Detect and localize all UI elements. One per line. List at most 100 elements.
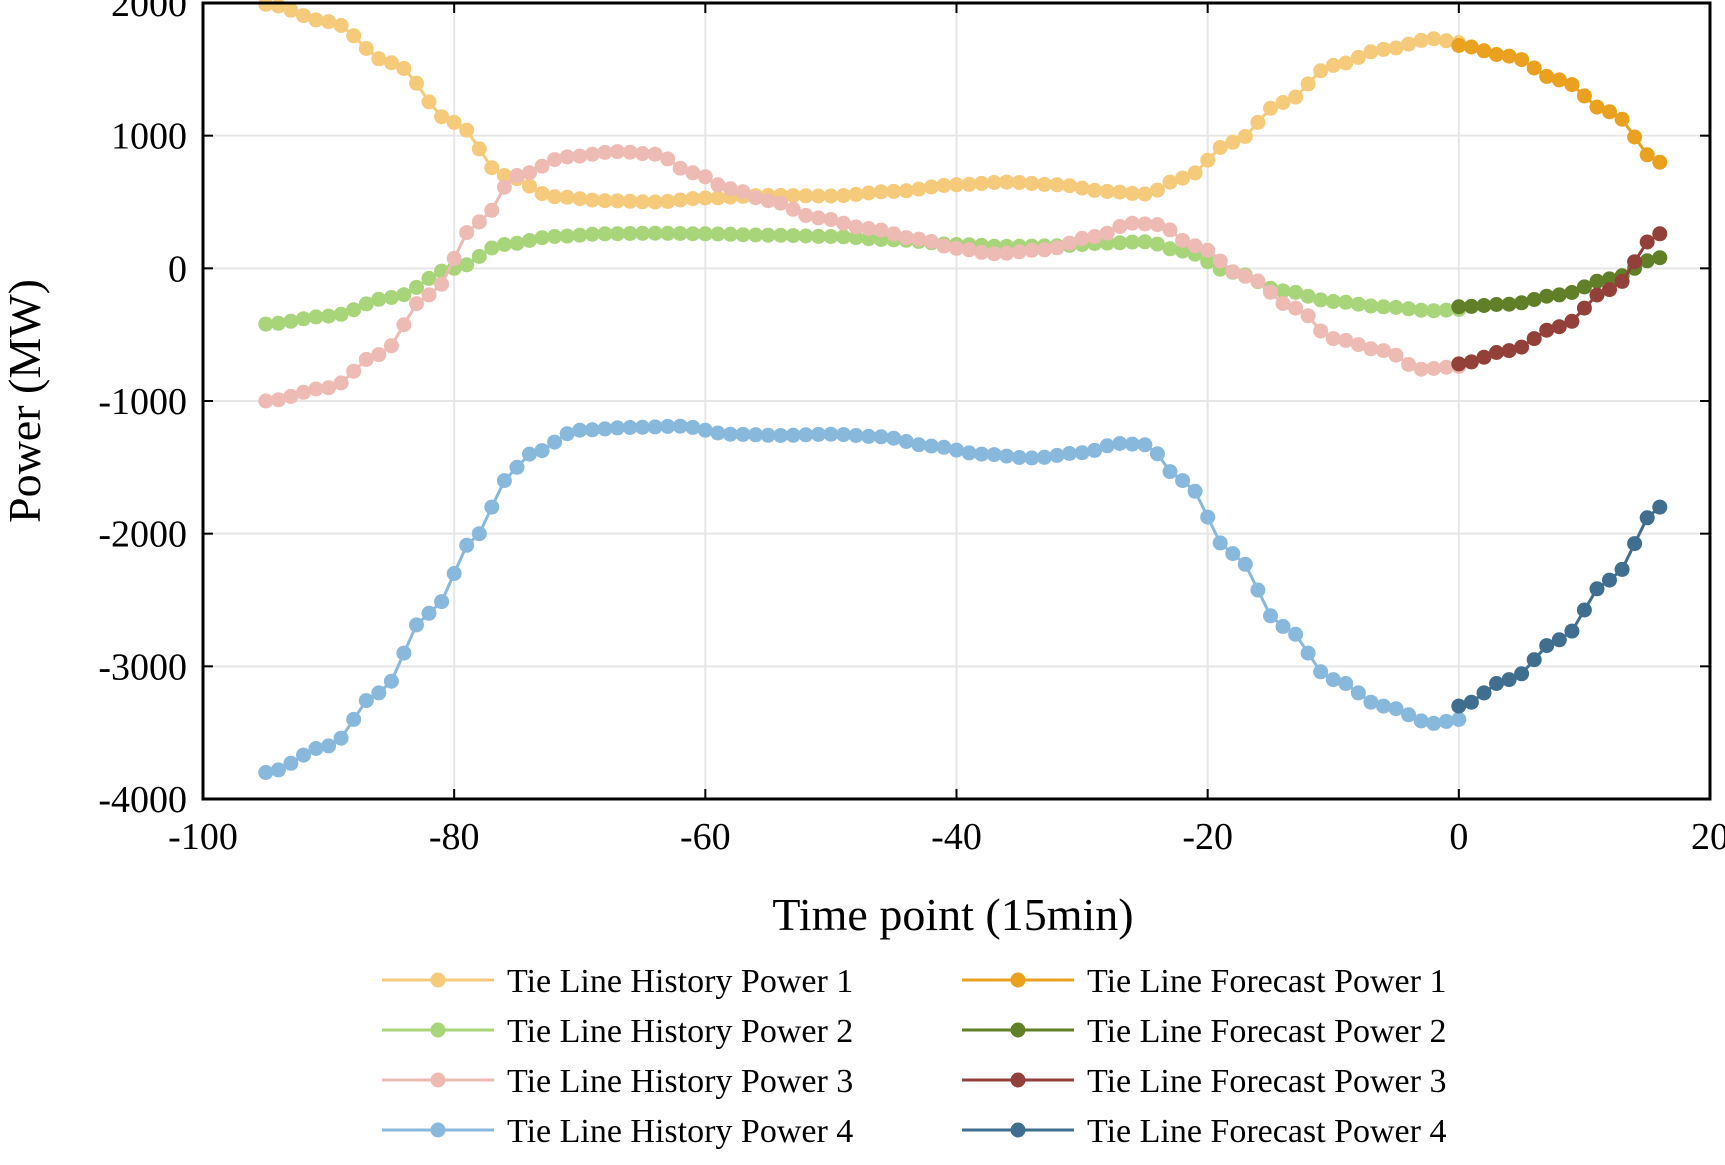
data-point [961, 445, 977, 461]
data-point [296, 8, 311, 24]
data-point [609, 193, 625, 209]
data-point [333, 730, 349, 746]
data-point [534, 443, 550, 459]
data-point [1162, 464, 1178, 480]
data-point [1313, 292, 1329, 308]
data-point [873, 184, 889, 200]
data-point [911, 437, 927, 453]
y-tick-label: -4000 [98, 779, 187, 821]
data-point [1401, 36, 1417, 52]
data-point [1526, 331, 1542, 347]
data-point [522, 446, 537, 462]
data-point [547, 229, 563, 244]
data-point [898, 434, 914, 449]
data-point [459, 537, 475, 553]
data-point [823, 229, 839, 244]
legend-label: Tie Line Forecast Power 3 [1087, 1063, 1446, 1100]
data-point [1551, 632, 1567, 648]
data-point [1376, 698, 1391, 714]
data-point [346, 28, 362, 44]
data-point [1200, 152, 1216, 168]
data-point [258, 765, 274, 780]
data-point [1225, 134, 1241, 150]
data-point [522, 178, 537, 194]
data-point [936, 238, 952, 254]
series-3 [258, 144, 1467, 409]
data-point [1187, 483, 1203, 499]
data-point [685, 165, 701, 181]
data-point [1551, 72, 1567, 88]
data-point [785, 201, 801, 217]
data-point [409, 75, 424, 91]
data-point [861, 428, 877, 444]
data-point [647, 146, 663, 162]
data-point [1564, 313, 1580, 329]
data-point [861, 185, 877, 201]
data-point [898, 230, 914, 246]
data-point [823, 426, 839, 442]
data-point [886, 430, 902, 446]
data-point [672, 192, 688, 208]
data-point [296, 747, 311, 763]
data-point [672, 226, 688, 241]
data-point [584, 422, 600, 438]
legend-item: Tie Line Forecast Power 1 [962, 963, 1446, 1000]
data-point [1325, 331, 1341, 347]
data-point [722, 226, 738, 242]
data-point [986, 175, 1002, 190]
data-point [710, 177, 726, 193]
data-point [1275, 283, 1291, 299]
data-point [597, 144, 613, 160]
data-point [1589, 581, 1605, 597]
data-point [1338, 294, 1354, 310]
data-point [1614, 561, 1630, 577]
data-point [283, 755, 299, 771]
ticks: -100 -80 -60 -40 -20 0 20 -4000 -3000 -2000 -1000 0… [98, 0, 1725, 858]
x-tick-label: -40 [931, 816, 982, 858]
data-point [383, 673, 399, 689]
data-point [710, 190, 726, 206]
data-point [873, 222, 889, 238]
data-point [459, 257, 475, 273]
legend-item: Tie Line History Power 4 [382, 1113, 853, 1150]
data-point [785, 188, 801, 204]
data-point [358, 41, 374, 56]
data-point [861, 221, 877, 236]
data-point [383, 338, 399, 354]
data-point [1175, 233, 1191, 248]
data-point [1062, 446, 1077, 461]
data-point [635, 225, 650, 241]
data-point [609, 144, 625, 160]
y-tick-label: -2000 [98, 514, 187, 556]
data-point [1237, 268, 1253, 284]
data-point [308, 309, 324, 325]
data-point [1011, 450, 1027, 465]
x-tick-label: -20 [1182, 816, 1233, 858]
data-point [1325, 294, 1341, 309]
data-point [1363, 44, 1379, 60]
data-point [1087, 182, 1103, 198]
data-point [484, 160, 500, 176]
data-point [974, 244, 990, 260]
data-point [848, 428, 864, 443]
data-point [1200, 254, 1216, 270]
data-point [635, 419, 650, 435]
data-point [434, 276, 450, 292]
data-point [1187, 165, 1203, 181]
data-point [1476, 349, 1492, 365]
data-point [1363, 341, 1379, 357]
data-point [1137, 437, 1153, 453]
data-point [974, 175, 990, 191]
data-point [685, 191, 701, 207]
data-point [371, 51, 387, 67]
data-point [785, 228, 801, 244]
data-point [1489, 47, 1504, 62]
data-point [798, 207, 814, 223]
data-point [836, 229, 851, 245]
data-point [547, 189, 563, 205]
data-point [923, 179, 939, 195]
series-8 [1451, 499, 1668, 714]
data-point [873, 429, 889, 445]
data-point [559, 228, 575, 244]
data-point [1200, 242, 1216, 258]
